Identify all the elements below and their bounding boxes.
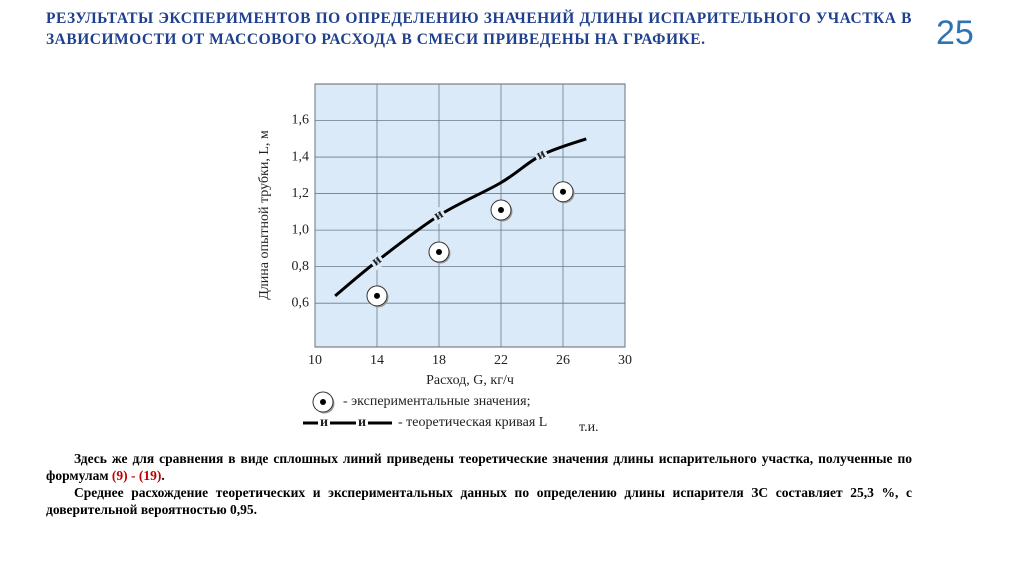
text: Здесь же для сравнения в виде сплошных л… — [46, 451, 912, 483]
data-point — [366, 285, 389, 308]
point-dot — [436, 249, 442, 256]
data-point — [552, 181, 575, 204]
y-tick-label: 0,6 — [292, 295, 310, 310]
curve-marker-bg — [367, 251, 387, 271]
x-tick-label: 18 — [432, 353, 446, 368]
curve-marker-bg — [430, 206, 448, 225]
legend-label: - теоретическая кривая L — [398, 415, 547, 430]
x-tick-label: 26 — [556, 353, 570, 368]
data-point — [312, 391, 335, 414]
x-tick-label: 30 — [618, 353, 632, 368]
legend-marker-bg — [318, 416, 330, 430]
point-dot — [320, 399, 326, 405]
data-point — [490, 199, 513, 222]
legend-label: - экспериментальные значения; — [343, 394, 530, 409]
y-tick-label: 1,6 — [292, 113, 310, 128]
data-point — [428, 241, 451, 264]
curve-marker-bg — [532, 146, 550, 165]
point-dot — [560, 188, 566, 195]
text: . — [161, 468, 165, 483]
y-axis-label: Длина опытной трубки, L, м — [257, 130, 272, 300]
paragraph: Среднее расхождение теоретических и эксп… — [46, 485, 912, 517]
legend-subscript: т.и. — [579, 420, 599, 435]
y-tick-label: 1,0 — [292, 222, 310, 237]
x-tick-label: 22 — [494, 353, 508, 368]
y-tick-label: 1,4 — [292, 149, 310, 164]
paragraph: Здесь же для сравнения в виде сплошных л… — [46, 450, 912, 484]
point-dot — [498, 207, 504, 214]
plot-area — [314, 83, 626, 348]
y-tick-label: 1,2 — [292, 186, 310, 201]
y-tick-label: 0,8 — [292, 259, 310, 274]
x-tick-label: 10 — [308, 353, 322, 368]
slide-title: РЕЗУЛЬТАТЫ ЭКСПЕРИМЕНТОВ ПО ОПРЕДЕЛЕНИЮ … — [46, 10, 912, 48]
x-tick-label: 14 — [370, 353, 384, 368]
x-axis-label: Расход, G, кг/ч — [426, 373, 514, 388]
legend-marker-bg — [356, 416, 368, 430]
point-dot — [374, 292, 380, 299]
legend-marker: и — [358, 415, 366, 430]
page-number: 25 — [936, 14, 974, 52]
legend-marker: и — [320, 415, 328, 430]
body-text: Здесь же для сравнения в виде сплошных л… — [46, 450, 912, 518]
formula-ref: (9) - (19) — [111, 468, 162, 483]
